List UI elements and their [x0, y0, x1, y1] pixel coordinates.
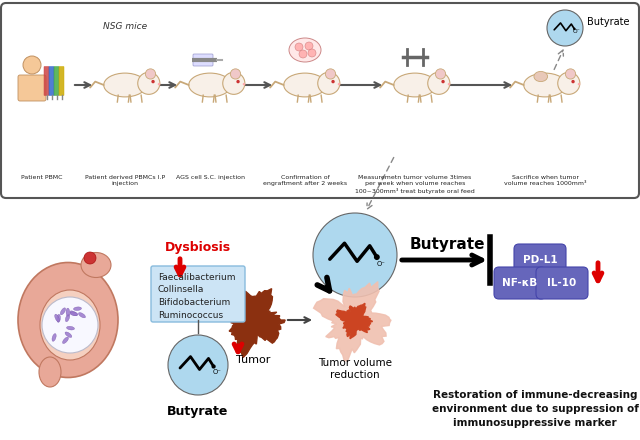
FancyBboxPatch shape [151, 266, 245, 322]
Ellipse shape [189, 73, 231, 97]
Circle shape [243, 83, 245, 85]
Ellipse shape [60, 308, 65, 315]
Circle shape [223, 72, 245, 94]
Ellipse shape [39, 357, 61, 387]
Text: O⁻: O⁻ [572, 29, 580, 34]
Circle shape [572, 80, 575, 83]
Text: NSG mice: NSG mice [103, 22, 147, 31]
FancyBboxPatch shape [514, 244, 566, 276]
Ellipse shape [534, 71, 548, 81]
Ellipse shape [63, 337, 68, 344]
Circle shape [151, 80, 155, 83]
Text: O⁻: O⁻ [376, 261, 385, 267]
FancyBboxPatch shape [18, 75, 46, 101]
Circle shape [138, 72, 160, 94]
Text: IL-10: IL-10 [547, 278, 577, 288]
Ellipse shape [40, 290, 100, 360]
Ellipse shape [65, 332, 72, 337]
FancyBboxPatch shape [193, 54, 213, 66]
Circle shape [557, 72, 580, 94]
Ellipse shape [70, 312, 78, 315]
Ellipse shape [70, 311, 77, 316]
Circle shape [305, 42, 313, 50]
Ellipse shape [74, 307, 81, 311]
Polygon shape [221, 289, 285, 357]
Text: Faecalibacterium
Collinsella
Bifidobacterium
Ruminococcus: Faecalibacterium Collinsella Bifidobacte… [158, 273, 236, 319]
Text: NF-κB: NF-κB [502, 278, 538, 288]
Circle shape [157, 83, 160, 85]
Circle shape [565, 69, 575, 79]
Text: AGS cell S.C. injection: AGS cell S.C. injection [175, 175, 244, 180]
Circle shape [374, 254, 380, 260]
Text: O⁻: O⁻ [212, 369, 221, 374]
Circle shape [578, 83, 580, 85]
FancyBboxPatch shape [494, 267, 546, 299]
Circle shape [236, 80, 240, 83]
Circle shape [295, 43, 303, 51]
Polygon shape [314, 282, 391, 361]
Text: Dysbiosis: Dysbiosis [165, 242, 231, 254]
Text: Sacrifice when tumor
volume reaches 1000mm³: Sacrifice when tumor volume reaches 1000… [504, 175, 586, 186]
Circle shape [308, 49, 316, 57]
Circle shape [573, 28, 575, 30]
Ellipse shape [66, 308, 70, 316]
Ellipse shape [284, 73, 326, 97]
Circle shape [435, 69, 445, 79]
Text: Patient derived PBMCs I.P
injection: Patient derived PBMCs I.P injection [85, 175, 165, 186]
Circle shape [230, 69, 241, 79]
Ellipse shape [65, 314, 70, 322]
FancyBboxPatch shape [49, 66, 54, 95]
Text: Confirmation of
engraftment after 2 weeks: Confirmation of engraftment after 2 week… [263, 175, 347, 186]
Ellipse shape [524, 73, 566, 97]
Text: Butyrate: Butyrate [587, 17, 630, 27]
Text: Tumor volume
reduction: Tumor volume reduction [318, 358, 392, 381]
Circle shape [299, 50, 307, 58]
Text: Tumor: Tumor [236, 355, 270, 365]
Ellipse shape [55, 314, 60, 322]
FancyBboxPatch shape [1, 3, 639, 198]
Text: Restoration of immune-decreasing
environment due to suppression of
immunosuppres: Restoration of immune-decreasing environ… [431, 390, 639, 428]
Circle shape [428, 72, 450, 94]
Circle shape [325, 69, 335, 79]
Circle shape [145, 69, 156, 79]
Ellipse shape [79, 312, 86, 318]
Ellipse shape [52, 334, 56, 341]
Circle shape [84, 252, 96, 264]
Text: PD-L1: PD-L1 [523, 255, 557, 265]
FancyBboxPatch shape [59, 66, 64, 95]
Text: Patient PBMC: Patient PBMC [21, 175, 63, 180]
Ellipse shape [67, 326, 74, 330]
FancyBboxPatch shape [536, 267, 588, 299]
Circle shape [547, 10, 583, 46]
Ellipse shape [289, 38, 321, 62]
Circle shape [317, 72, 340, 94]
Ellipse shape [57, 314, 60, 323]
FancyBboxPatch shape [44, 66, 49, 95]
Circle shape [168, 335, 228, 395]
Ellipse shape [394, 73, 436, 97]
Ellipse shape [18, 263, 118, 378]
Circle shape [338, 83, 340, 85]
Circle shape [448, 83, 451, 85]
Circle shape [313, 213, 397, 297]
Circle shape [442, 80, 445, 83]
Ellipse shape [81, 253, 111, 278]
Circle shape [332, 80, 335, 83]
Text: Measuremetn tumor volume 3times
per week when volume reaches
100~300mm³ treat bu: Measuremetn tumor volume 3times per week… [355, 175, 475, 194]
Circle shape [23, 56, 41, 74]
Text: Butyrate: Butyrate [410, 238, 486, 253]
Circle shape [42, 297, 98, 353]
Ellipse shape [104, 73, 147, 97]
Circle shape [211, 364, 216, 369]
Text: Butyrate: Butyrate [167, 405, 228, 418]
Polygon shape [336, 303, 372, 339]
FancyBboxPatch shape [54, 66, 59, 95]
